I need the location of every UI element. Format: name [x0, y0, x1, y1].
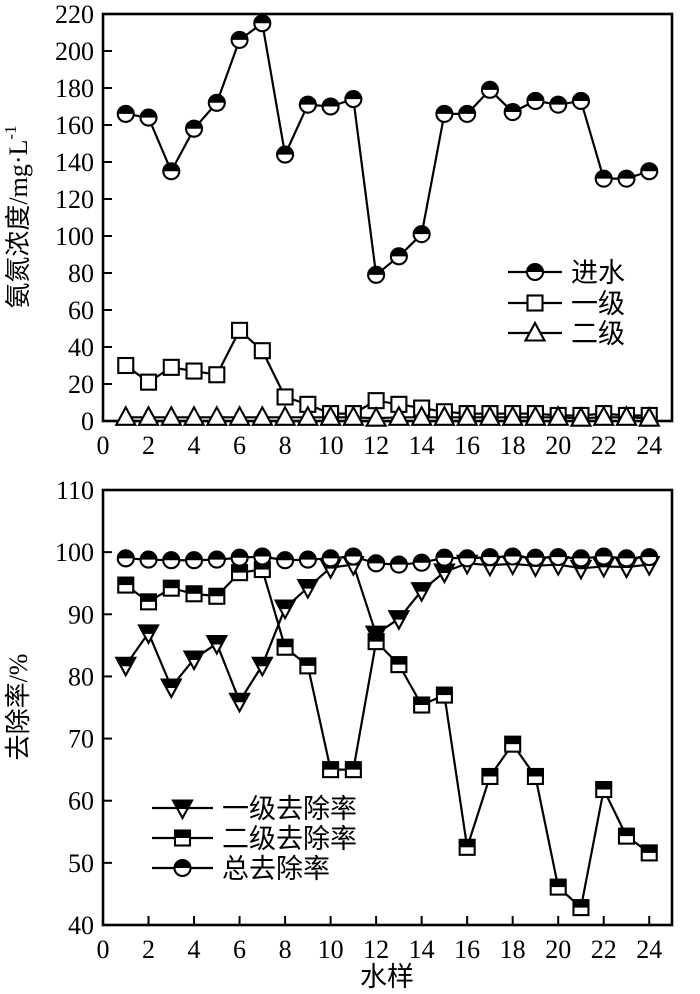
x-tick-label: 18 — [500, 431, 526, 460]
y-tick-label: 20 — [68, 370, 94, 399]
legend-label: 进水 — [571, 258, 625, 288]
y-tick-label: 200 — [55, 37, 94, 66]
series-markers — [117, 560, 658, 917]
ammonia-concentration-panel: 0 2 4 6 8 10 12 14 16 18 20 22 240204060801001201401… — [1, 0, 674, 460]
y-tick-label: 90 — [68, 600, 94, 629]
x-tick-label: 16 — [454, 935, 480, 964]
x-axis: 0 2 4 6 8 10 12 14 16 18 20 22 24 — [97, 916, 662, 964]
y-tick-label: 70 — [68, 725, 94, 754]
x-tick-label: 20 — [545, 431, 571, 460]
y-tick-label: 110 — [56, 476, 94, 505]
x-tick-label: 8 — [279, 431, 292, 460]
series-markers — [114, 405, 661, 427]
x-tick-label: 2 — [142, 935, 155, 964]
legend-label: 总去除率 — [222, 854, 330, 884]
x-tick-label: 6 — [233, 935, 246, 964]
x-tick-label: 16 — [454, 431, 480, 460]
x-tick-label: 14 — [409, 431, 435, 460]
series-一级去除率 — [114, 554, 661, 714]
y-axis-title: 去除率/% — [4, 654, 33, 761]
series-二级 — [114, 405, 661, 427]
y-tick-label: 220 — [55, 0, 94, 29]
series-line — [125, 568, 650, 910]
x-tick-label: 4 — [188, 431, 201, 460]
x-tick-label: 0 — [97, 935, 110, 964]
x-tick-label: 22 — [591, 431, 617, 460]
x-tick-label: 14 — [409, 935, 435, 964]
x-tick-label: 10 — [318, 935, 344, 964]
y-tick-label: 100 — [55, 538, 94, 567]
series-进水 — [116, 14, 659, 284]
x-axis-title: 水样 — [360, 962, 414, 992]
legend-label: 二级去除率 — [222, 824, 357, 854]
x-tick-label: 2 — [142, 431, 155, 460]
y-tick-label: 0 — [81, 407, 94, 436]
series-二级去除率 — [117, 560, 658, 917]
series-markers — [116, 547, 659, 574]
series-line — [124, 562, 650, 704]
y-tick-label: 60 — [68, 296, 94, 325]
plot-box — [101, 12, 674, 423]
series-line — [125, 416, 650, 420]
x-tick-label: 24 — [636, 431, 662, 460]
y-tick-label: 160 — [55, 111, 94, 140]
x-tick-label: 22 — [591, 935, 617, 964]
y-tick-label: 80 — [68, 259, 94, 288]
x-tick-label: 24 — [636, 935, 662, 964]
legend-label: 二级 — [571, 319, 625, 349]
plot-box — [101, 488, 674, 927]
x-tick-label: 0 — [97, 431, 110, 460]
y-tick-label: 80 — [68, 662, 94, 691]
x-tick-label: 6 — [233, 431, 246, 460]
legend-label: 一级 — [571, 289, 625, 319]
x-tick-label: 4 — [188, 935, 201, 964]
y-tick-label: 180 — [55, 74, 94, 103]
removal-rate-panel: 0 2 4 6 8 10 12 14 16 18 20 22 24405060708090100110去… — [4, 476, 674, 992]
y-tick-label: 140 — [55, 148, 94, 177]
x-tick-label: 12 — [363, 431, 389, 460]
legend-label: 一级去除率 — [222, 794, 357, 824]
series-markers — [114, 554, 661, 714]
y-tick-label: 40 — [68, 333, 94, 362]
y-tick-label: 40 — [68, 911, 94, 940]
y-tick-label: 100 — [55, 222, 94, 251]
x-tick-label: 12 — [363, 935, 389, 964]
series-总去除率 — [116, 547, 659, 574]
y-tick-label: 60 — [68, 787, 94, 816]
series-markers — [116, 14, 659, 284]
x-tick-label: 8 — [279, 935, 292, 964]
y-tick-label: 120 — [55, 185, 94, 214]
y-axis-title: 氨氮浓度/mg·L-1 — [1, 125, 33, 308]
y-tick-label: 50 — [68, 849, 94, 878]
y-axis: 0 20 40 60 80 100 120 140 160 180 200 220 — [55, 0, 112, 436]
x-tick-label: 18 — [500, 935, 526, 964]
series-line — [125, 21, 650, 277]
x-tick-label: 10 — [318, 431, 344, 460]
y-axis: 40 50 60 70 80 90 100 110 — [55, 476, 112, 940]
x-tick-label: 20 — [545, 935, 571, 964]
